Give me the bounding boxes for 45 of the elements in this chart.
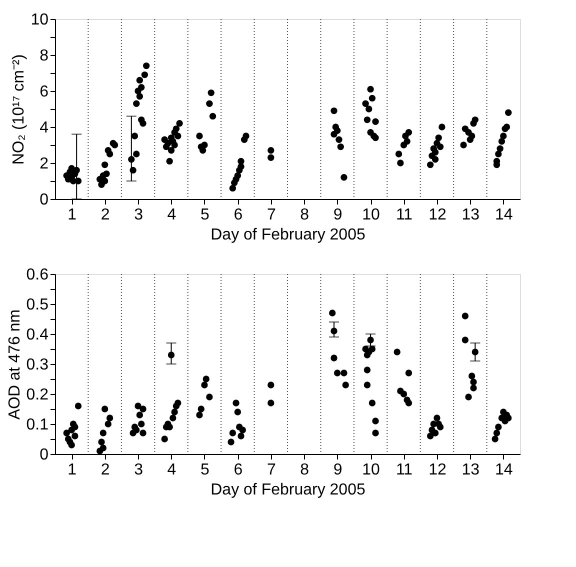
y-tick-label: 0 <box>40 446 49 464</box>
x-tick-label: 8 <box>300 206 310 224</box>
y-tick-label: 8 <box>40 48 49 64</box>
y-axis-title: NO₂ (10¹⁷ cm⁻²) <box>10 54 28 165</box>
x-tick-label: 6 <box>234 206 243 224</box>
x-tick-label: 9 <box>333 462 342 478</box>
x-tick-label: 12 <box>428 206 446 224</box>
y-axis-title: AOD at 476 nm <box>6 309 24 420</box>
x-tick-label: 1 <box>68 462 77 478</box>
x-axis-title: Day of February 2005 <box>210 482 366 498</box>
x-tick-label: 8 <box>300 462 310 478</box>
y-tick-label: 2 <box>40 156 49 172</box>
y-tick-label: 10 <box>30 12 49 28</box>
y-tick-label: 0.6 <box>26 266 49 284</box>
x-tick-label: 12 <box>428 462 446 478</box>
x-tick-label: 14 <box>494 206 513 224</box>
x-tick-label: 5 <box>200 206 210 224</box>
x-tick-label: 2 <box>100 462 110 478</box>
x-tick-label: 13 <box>462 206 480 224</box>
x-tick-label: 14 <box>494 462 513 478</box>
x-tick-label: 4 <box>167 206 176 224</box>
x-tick-label: 7 <box>266 462 276 478</box>
y-tick-label: 0.3 <box>26 356 49 374</box>
x-tick-label: 4 <box>167 462 176 478</box>
x-tick-label: 10 <box>362 206 380 224</box>
x-tick-label: 11 <box>396 462 413 478</box>
x-tick-label: 10 <box>362 462 380 478</box>
y-tick-label: 4 <box>40 120 49 136</box>
x-tick-label: 3 <box>134 206 144 224</box>
x-tick-label: 5 <box>200 462 210 478</box>
y-tick-label: 6 <box>40 84 49 100</box>
x-tick-label: 2 <box>100 206 110 224</box>
x-axis-title: Day of February 2005 <box>210 226 366 244</box>
y-tick-label: 0.5 <box>26 296 49 314</box>
x-tick-label: 7 <box>266 206 276 224</box>
x-tick-label: 9 <box>333 206 342 224</box>
y-tick-label: 0 <box>40 192 49 208</box>
x-tick-label: 6 <box>234 462 243 478</box>
x-tick-label: 1 <box>68 206 77 224</box>
x-tick-label: 11 <box>396 206 413 224</box>
y-tick-label: 0.2 <box>26 386 49 404</box>
x-tick-label: 3 <box>134 462 144 478</box>
y-tick-label: 0.4 <box>26 326 49 344</box>
x-tick-label: 13 <box>462 462 480 478</box>
y-tick-label: 0.1 <box>26 416 49 434</box>
